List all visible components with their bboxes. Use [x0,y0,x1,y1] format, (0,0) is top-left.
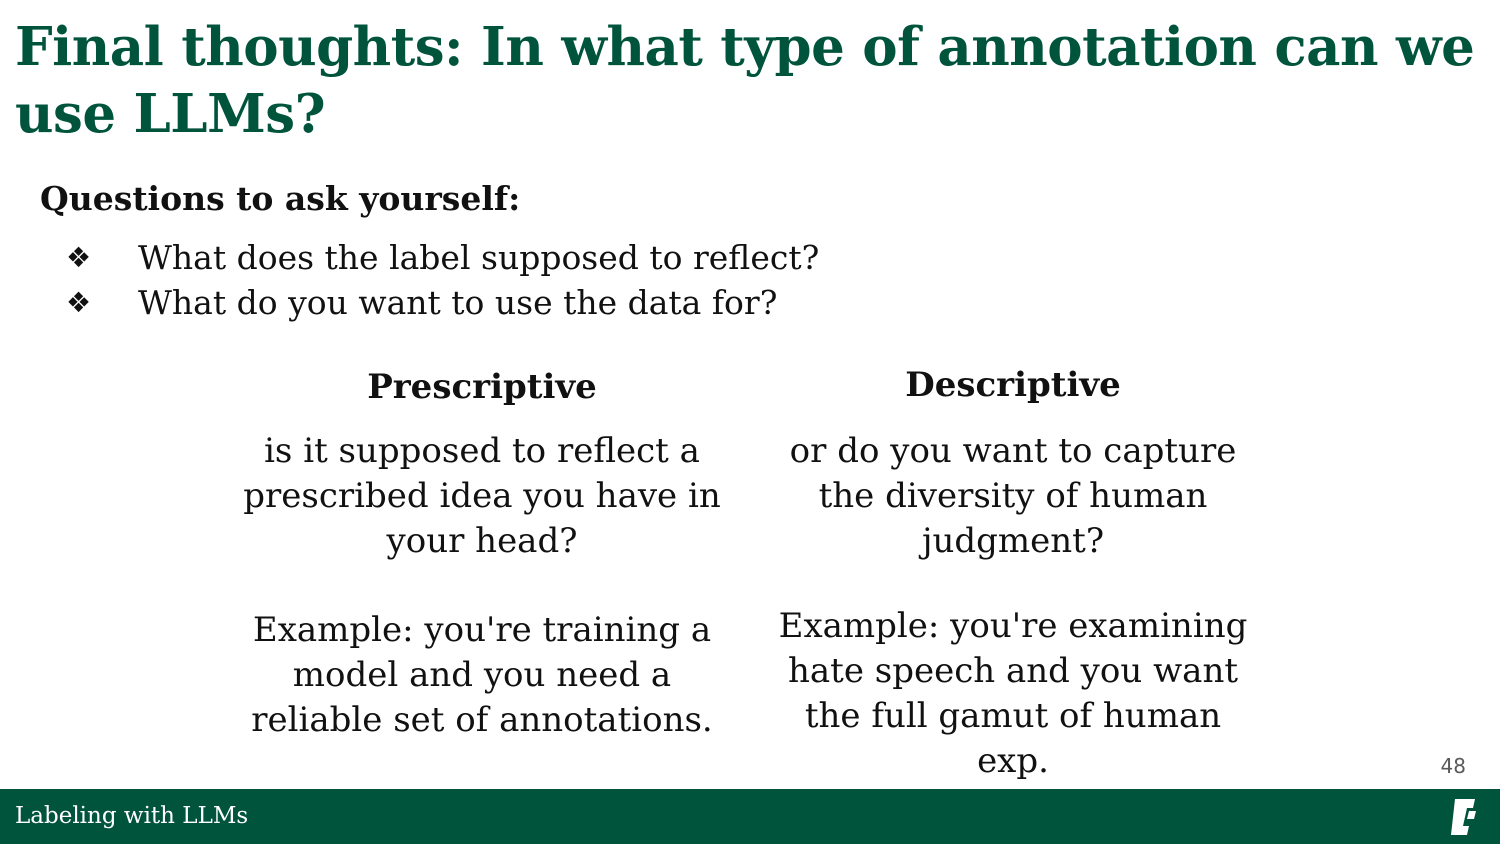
page-number: 48 [1440,754,1466,778]
question-list: ❖ What does the label supposed to reflec… [66,235,819,325]
questions-subheading: Questions to ask yourself: [40,179,521,218]
diamond-bullet-icon: ❖ [66,241,92,274]
diamond-bullet-icon: ❖ [66,286,92,319]
university-logo-icon [1451,799,1476,835]
footer-bar: Labeling with LLMs [0,789,1500,844]
list-item: ❖ What do you want to use the data for? [66,280,819,325]
descriptive-column: Descriptive or do you want to capture th… [770,363,1256,784]
descriptive-heading: Descriptive [905,365,1121,405]
descriptive-question: or do you want to capture the diversity … [789,431,1237,561]
footer-label: Labeling with LLMs [15,803,249,829]
bullet-text: What do you want to use the data for? [138,283,778,322]
prescriptive-heading: Prescriptive [367,367,597,407]
prescriptive-column: Prescriptive is it supposed to reflect a… [242,365,722,743]
list-item: ❖ What does the label supposed to reflec… [66,235,819,280]
slide-title: Final thoughts: In what type of annotati… [15,16,1475,145]
bullet-text: What does the label supposed to reflect? [138,238,820,277]
prescriptive-example: Example: you're training a model and you… [251,610,713,740]
descriptive-example: Example: you're examining hate speech an… [778,606,1248,781]
prescriptive-question: is it supposed to reflect a prescribed i… [243,431,721,561]
